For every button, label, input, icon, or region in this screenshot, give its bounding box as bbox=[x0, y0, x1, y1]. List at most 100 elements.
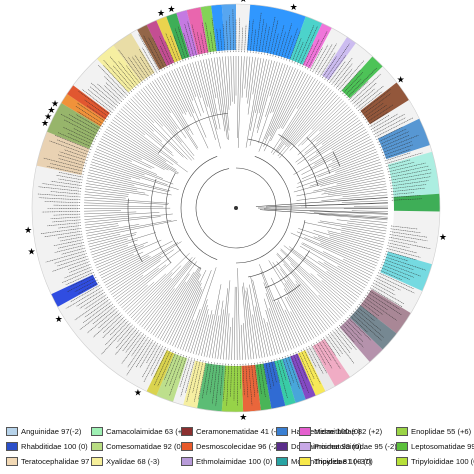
taxon-label bbox=[361, 93, 391, 116]
taxon-label bbox=[390, 184, 427, 190]
taxon-label bbox=[185, 358, 196, 394]
branch bbox=[89, 166, 132, 179]
legend-swatch bbox=[181, 427, 193, 436]
branch bbox=[228, 326, 231, 360]
branch bbox=[250, 58, 264, 131]
taxon-label bbox=[354, 308, 382, 331]
branch bbox=[195, 309, 209, 355]
taxon-label bbox=[354, 88, 376, 107]
branch bbox=[106, 128, 179, 174]
branch bbox=[97, 254, 134, 271]
branch bbox=[328, 186, 387, 196]
taxon-label bbox=[390, 231, 427, 238]
taxon-label bbox=[391, 198, 422, 201]
taxon-label bbox=[276, 358, 288, 399]
legend-item-comesomatidae: Comesomatidae 92 (0) bbox=[91, 442, 183, 451]
taxon-label bbox=[286, 27, 298, 61]
taxon-label bbox=[386, 248, 421, 258]
taxon-label bbox=[125, 65, 141, 85]
branch bbox=[95, 148, 158, 175]
legend-item-desmoscolecidae: Desmoscolecidae 96 (-2) bbox=[181, 442, 280, 451]
taxon-label bbox=[387, 161, 415, 170]
branch bbox=[297, 108, 352, 156]
legend-swatch bbox=[396, 442, 408, 451]
taxon-label bbox=[139, 341, 156, 368]
taxon-label bbox=[388, 168, 432, 178]
legend-swatch bbox=[396, 427, 408, 436]
taxon-label bbox=[44, 230, 82, 238]
branch bbox=[305, 254, 363, 293]
branch bbox=[134, 94, 164, 127]
branch bbox=[237, 56, 239, 138]
branch bbox=[245, 58, 262, 148]
taxon-label bbox=[125, 331, 142, 353]
branch bbox=[349, 218, 388, 223]
branch bbox=[92, 156, 145, 176]
taxon-label bbox=[165, 32, 179, 64]
taxon-label bbox=[84, 294, 107, 310]
branch bbox=[295, 115, 357, 163]
taxon-label bbox=[254, 362, 259, 394]
clade-sector-haliplectidae bbox=[247, 4, 306, 60]
legend-item-rhabditidae: Rhabditidae 100 (0) bbox=[6, 442, 88, 451]
branch bbox=[336, 172, 384, 185]
taxon-label bbox=[372, 113, 405, 133]
taxon-label bbox=[164, 352, 179, 387]
branch bbox=[141, 263, 193, 328]
taxon-label bbox=[163, 351, 177, 381]
branch bbox=[145, 261, 197, 331]
taxon-label bbox=[49, 140, 90, 156]
branch bbox=[301, 102, 346, 146]
branch bbox=[331, 129, 367, 151]
branch bbox=[217, 309, 224, 359]
clade-sector-leptosomatidae bbox=[197, 363, 225, 412]
taxon-label bbox=[184, 24, 195, 58]
taxon-label bbox=[377, 128, 407, 143]
branch bbox=[132, 278, 172, 321]
branch bbox=[286, 257, 345, 315]
taxon-label bbox=[391, 192, 414, 195]
legend-swatch bbox=[6, 457, 18, 466]
star-marker-icon: ★ bbox=[41, 119, 49, 129]
taxon-label bbox=[334, 328, 353, 350]
taxon-label bbox=[284, 356, 295, 383]
taxon-label bbox=[315, 341, 333, 369]
phylogenetic-tree: ★★★★★★★★★★★★★★ ★ bbox=[24, 0, 447, 423]
taxon-label bbox=[335, 68, 353, 89]
branch bbox=[111, 260, 161, 295]
clade-sector-enoplidae bbox=[221, 365, 244, 413]
branch-arc bbox=[157, 113, 228, 154]
legend-swatch bbox=[299, 442, 311, 451]
branch bbox=[289, 96, 340, 151]
taxon-label bbox=[201, 361, 210, 399]
branch bbox=[130, 98, 155, 123]
branch bbox=[275, 84, 325, 153]
branch bbox=[152, 81, 198, 150]
branch bbox=[223, 280, 231, 360]
taxon-label bbox=[58, 158, 86, 167]
branch bbox=[297, 100, 344, 147]
branch bbox=[135, 257, 193, 322]
branch bbox=[200, 60, 218, 130]
taxon-label bbox=[245, 363, 249, 398]
branch-arc bbox=[332, 151, 341, 167]
outgroup-branch bbox=[263, 208, 388, 214]
taxon-label bbox=[299, 25, 318, 66]
branch bbox=[241, 324, 243, 360]
legend-swatch bbox=[276, 442, 288, 451]
branch bbox=[94, 151, 164, 179]
clade-sector-camacolaimidae bbox=[387, 151, 440, 197]
branch bbox=[123, 281, 155, 311]
taxon-label bbox=[58, 225, 82, 229]
taxon-label bbox=[139, 56, 153, 77]
branch bbox=[119, 262, 172, 306]
branch bbox=[156, 78, 190, 131]
branch bbox=[268, 308, 284, 353]
branch bbox=[280, 75, 311, 128]
legend-item-haliplectidae: Haliplectidae 100 (0) bbox=[276, 427, 361, 436]
branch bbox=[84, 205, 164, 208]
branch bbox=[301, 138, 372, 175]
taxon-label bbox=[103, 65, 131, 94]
star-marker-icon: ★ bbox=[51, 100, 59, 110]
